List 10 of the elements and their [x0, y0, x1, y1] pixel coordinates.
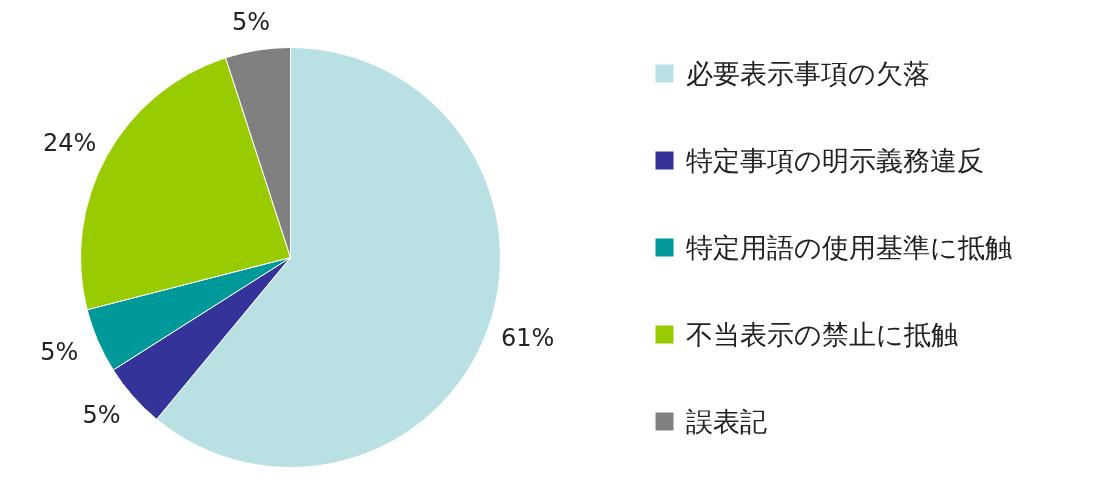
- data-label: 5%: [82, 400, 121, 429]
- data-label: 24%: [43, 128, 97, 157]
- legend-label: 誤表記: [685, 406, 767, 437]
- legend-label: 必要表示事項の欠落: [685, 58, 930, 89]
- legend-label: 特定用語の使用基準に抵触: [685, 232, 1012, 263]
- data-label: 61%: [500, 324, 555, 353]
- data-label: 5%: [232, 8, 271, 37]
- legend-label: 特定事項の明示義務違反: [685, 145, 984, 176]
- data-label: 5%: [40, 338, 79, 367]
- legend-label: 不当表示の禁止に抵触: [685, 319, 958, 350]
